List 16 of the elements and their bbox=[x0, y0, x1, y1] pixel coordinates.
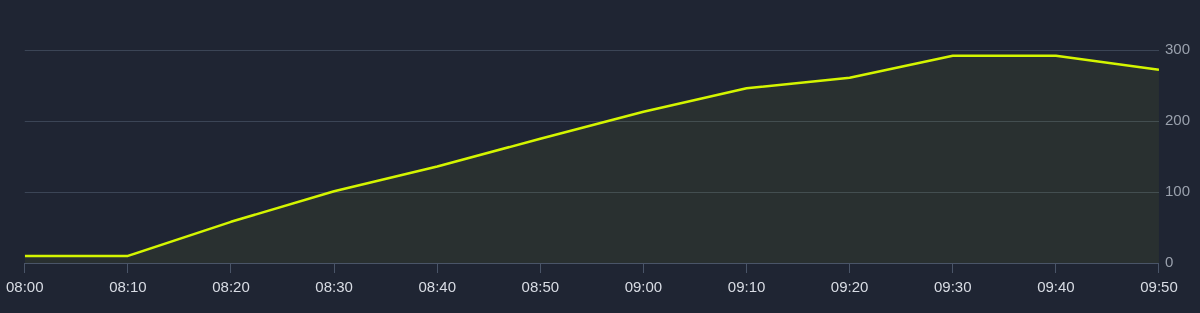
x-tick-label: 09:40 bbox=[1037, 278, 1075, 296]
x-tick-label: 09:30 bbox=[934, 278, 972, 296]
x-tick-label: 09:10 bbox=[727, 278, 766, 296]
x-tick-label: 08:40 bbox=[418, 278, 457, 296]
x-tick-label: 09:20 bbox=[830, 278, 869, 296]
x-tick-label: 08:50 bbox=[521, 278, 560, 296]
x-tick-label: 09:00 bbox=[624, 278, 663, 296]
y-tick-label: 100 bbox=[1164, 182, 1190, 200]
x-tick-label: 08:10 bbox=[109, 278, 147, 296]
y-tick-label: 200 bbox=[1164, 111, 1190, 129]
x-tick-label: 08:30 bbox=[315, 278, 353, 296]
y-tick-label: 300 bbox=[1164, 40, 1190, 58]
x-tick-label: 08:00 bbox=[5, 278, 44, 296]
x-tick-label: 08:20 bbox=[212, 278, 250, 296]
x-tick-label: 09:50 bbox=[1140, 278, 1178, 296]
y-tick-label: 0 bbox=[1164, 253, 1174, 271]
